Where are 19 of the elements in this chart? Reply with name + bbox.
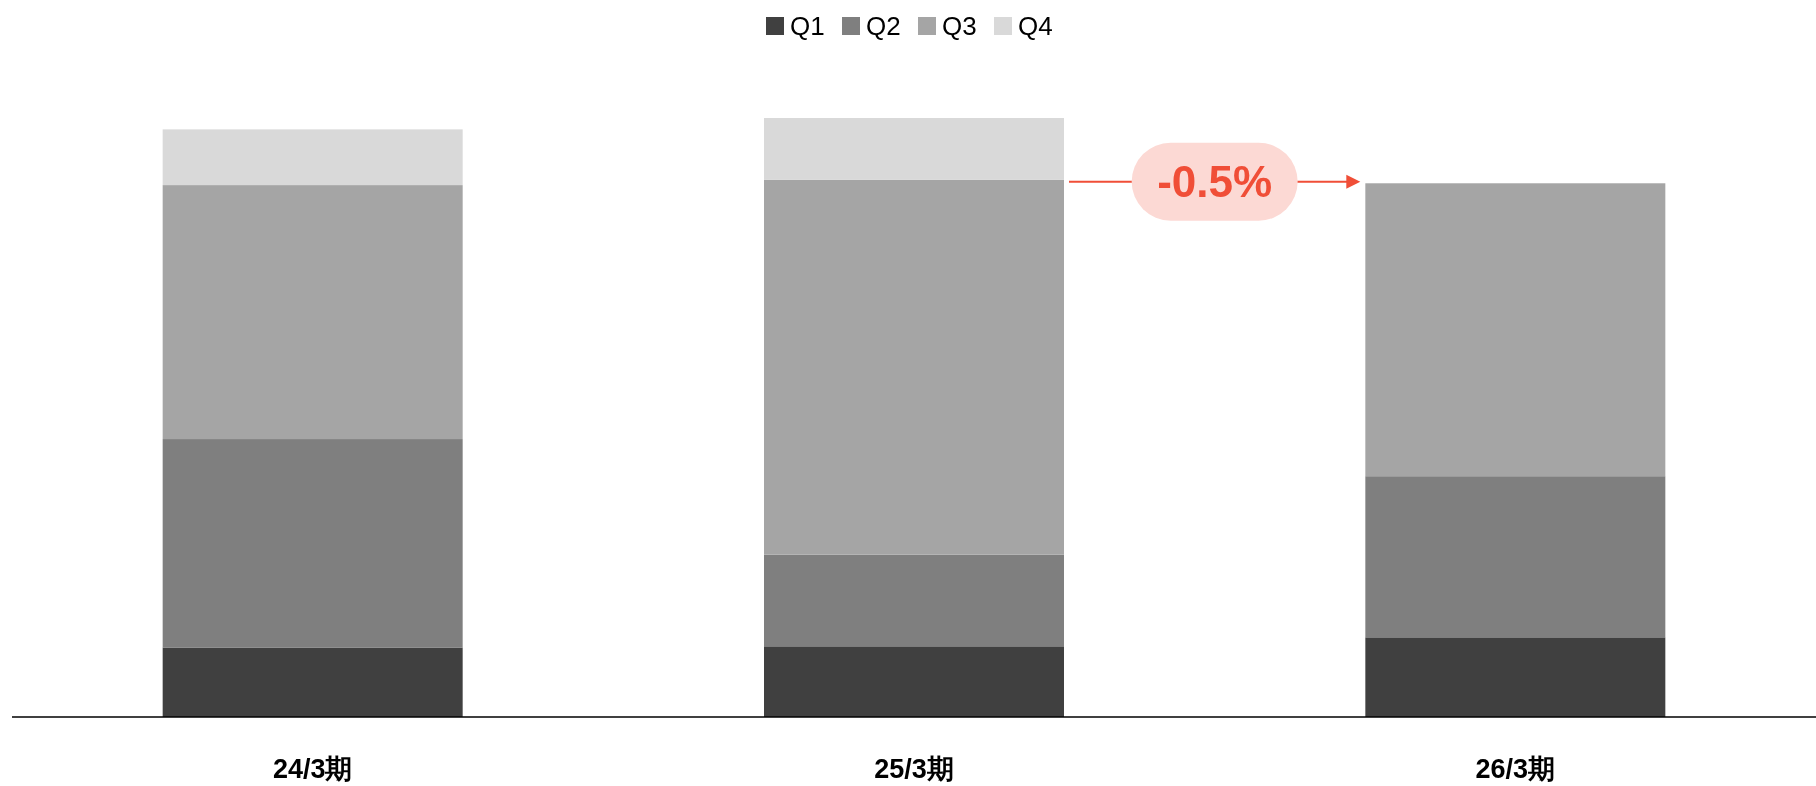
bar bbox=[764, 554, 1064, 647]
bar bbox=[1365, 476, 1666, 638]
annotation: -0.5% bbox=[1157, 156, 1273, 206]
legend-label: Q4 bbox=[1018, 11, 1053, 41]
bar bbox=[162, 647, 463, 717]
bar bbox=[764, 646, 1064, 717]
x-tick-label: 26/3期 bbox=[1475, 754, 1556, 784]
legend-label: Q2 bbox=[866, 11, 901, 41]
bar bbox=[162, 185, 463, 440]
legend-label: Q3 bbox=[942, 11, 977, 41]
bar bbox=[764, 118, 1064, 180]
bar bbox=[1365, 637, 1666, 717]
bar bbox=[162, 439, 463, 648]
bar bbox=[162, 129, 463, 186]
legend-label: Q1 bbox=[790, 11, 825, 41]
x-tick-label: 25/3期 bbox=[874, 754, 954, 784]
bar bbox=[1365, 183, 1666, 477]
x-tick-label: 24/3期 bbox=[272, 754, 353, 784]
bar bbox=[764, 179, 1064, 555]
